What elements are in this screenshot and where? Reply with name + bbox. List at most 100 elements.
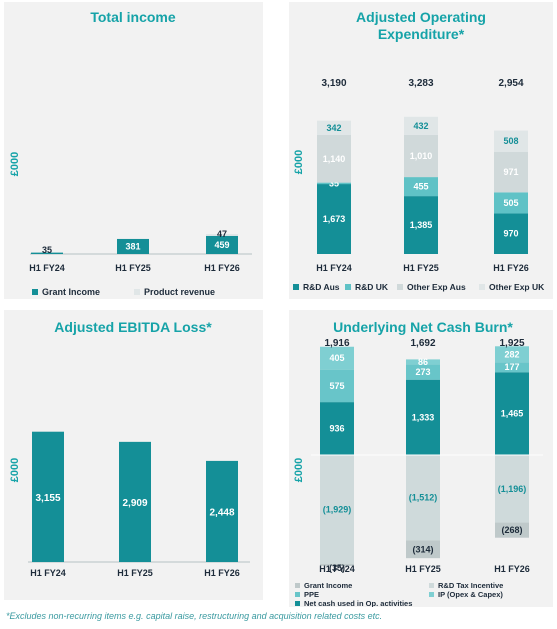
data-label: 86 — [418, 357, 428, 367]
y-axis-label: £000 — [293, 150, 305, 174]
data-label: 936 — [329, 424, 344, 434]
data-label: 970 — [503, 229, 518, 239]
data-label: 508 — [503, 136, 518, 146]
legend-label: Grant Income — [42, 287, 100, 297]
data-label: (268) — [501, 525, 522, 535]
data-label: 35 — [42, 245, 52, 255]
chart-title: Adjusted Operating — [356, 9, 486, 25]
bar-r-d-uk — [494, 192, 528, 214]
total-income-panel: Total income £000 35 381 47 459 H1 FY24 H1 FY25… — [4, 2, 263, 299]
x-tick-label: H1 FY24 — [316, 263, 352, 273]
chart-title: Adjusted EBITDA Loss* — [54, 319, 212, 335]
data-label: 282 — [504, 349, 519, 359]
bar-grant-income — [206, 235, 238, 254]
bar-positive — [495, 346, 529, 363]
bar-r-d-aus — [494, 213, 528, 254]
data-label: 971 — [503, 167, 518, 177]
y-axis-label: £000 — [9, 458, 21, 482]
x-tick-label: H1 FY25 — [403, 263, 439, 273]
bar-grant-income-neg — [406, 540, 440, 559]
x-tick-label: H1 FY26 — [493, 263, 529, 273]
data-label: 1,916 — [324, 338, 349, 349]
bar-positive — [495, 362, 529, 373]
bar-r-d-aus — [404, 196, 438, 254]
data-label: 1,140 — [323, 154, 346, 164]
bar-rd-tax-incentive — [320, 455, 354, 564]
data-label: 405 — [329, 353, 344, 363]
bar-ebitda-loss — [119, 441, 151, 562]
chart-title: Expenditure* — [378, 26, 465, 42]
x-tick-label: H1 FY24 — [30, 568, 66, 578]
bar-product-revenue — [206, 234, 238, 236]
data-label: (1,512) — [409, 493, 438, 503]
legend-label: Product revenue — [144, 287, 215, 297]
legend-label: PPE — [304, 590, 319, 599]
legend-swatch — [32, 289, 38, 295]
legend-label: R&D Aus — [303, 282, 340, 292]
legend-label: Net cash used in Op. activities — [304, 599, 412, 607]
data-label: 2,448 — [209, 507, 234, 518]
data-label: 432 — [413, 121, 428, 131]
footnote: *Excludes non-recurring items e.g. capit… — [6, 611, 383, 621]
legend-swatch — [295, 583, 300, 588]
data-label: 381 — [125, 241, 140, 251]
data-label: (35) — [329, 563, 345, 573]
data-label: 177 — [504, 362, 519, 372]
bar-r-d-uk — [404, 177, 438, 197]
data-label: 1,673 — [323, 214, 346, 224]
legend-label: Other Exp Aus — [407, 282, 466, 292]
bar-r-d-uk — [317, 182, 351, 185]
data-label: 1,333 — [412, 412, 435, 422]
data-label: 273 — [415, 367, 430, 377]
x-tick-label: H1 FY26 — [494, 564, 530, 574]
legend-swatch — [479, 284, 485, 290]
legend-label: IP (Opex & Capex) — [438, 590, 503, 599]
data-label: 3,283 — [408, 78, 433, 89]
data-label: 47 — [217, 229, 227, 239]
operating-expenditure-panel: Adjusted Operating Expenditure* £000 1,673 3… — [289, 2, 553, 299]
bar-other-exp-aus — [317, 134, 351, 183]
bar-rd-tax-incentive — [495, 455, 529, 523]
data-label: (1,929) — [323, 504, 352, 514]
ebitda-loss-panel: Adjusted EBITDA Loss* £000 3,155 2,909 2,448… — [4, 310, 263, 600]
bar-other-exp-aus — [404, 134, 438, 178]
x-tick-label: H1 FY26 — [204, 263, 240, 273]
bar-rd-tax-incentive — [406, 455, 440, 541]
x-tick-label: H1 FY26 — [204, 568, 240, 578]
y-axis-label: £000 — [9, 152, 21, 176]
bar-grant-income — [31, 252, 63, 254]
bar-grant-income-neg — [320, 563, 354, 566]
x-tick-label: H1 FY25 — [115, 263, 151, 273]
bar-grant-income — [117, 238, 149, 254]
bar-positive — [320, 346, 354, 370]
data-label: 2,909 — [122, 498, 147, 509]
bar-other-exp-uk — [494, 130, 528, 152]
data-label: 2,954 — [498, 78, 523, 89]
data-label: 35 — [329, 178, 339, 188]
bar-ebitda-loss — [32, 431, 64, 562]
legend-swatch — [293, 284, 299, 290]
data-label: 575 — [329, 381, 344, 391]
bar-positive — [320, 402, 354, 455]
data-label: 1,385 — [410, 220, 433, 230]
bar-other-exp-aus — [494, 151, 528, 193]
bar-positive — [406, 364, 440, 380]
data-label: 505 — [503, 198, 518, 208]
legend-swatch — [345, 284, 351, 290]
data-label: 1,465 — [501, 409, 524, 419]
bar-grant-income-neg — [495, 522, 529, 538]
legend-swatch — [134, 289, 140, 295]
legend-label: R&D Tax Incentive — [438, 581, 503, 590]
x-tick-label: H1 FY24 — [319, 564, 355, 574]
ebitda-loss-chart: Adjusted EBITDA Loss* £000 3,155 2,909 2,448… — [9, 319, 250, 578]
bar-other-exp-uk — [404, 116, 438, 135]
legend-label: R&D UK — [355, 282, 389, 292]
bar-ebitda-loss — [206, 460, 238, 562]
data-label: 455 — [413, 182, 428, 192]
data-label: 1,010 — [410, 151, 433, 161]
legend-label: Grant Income — [304, 581, 352, 590]
bar-other-exp-uk — [317, 120, 351, 135]
x-tick-label: H1 FY25 — [405, 564, 441, 574]
